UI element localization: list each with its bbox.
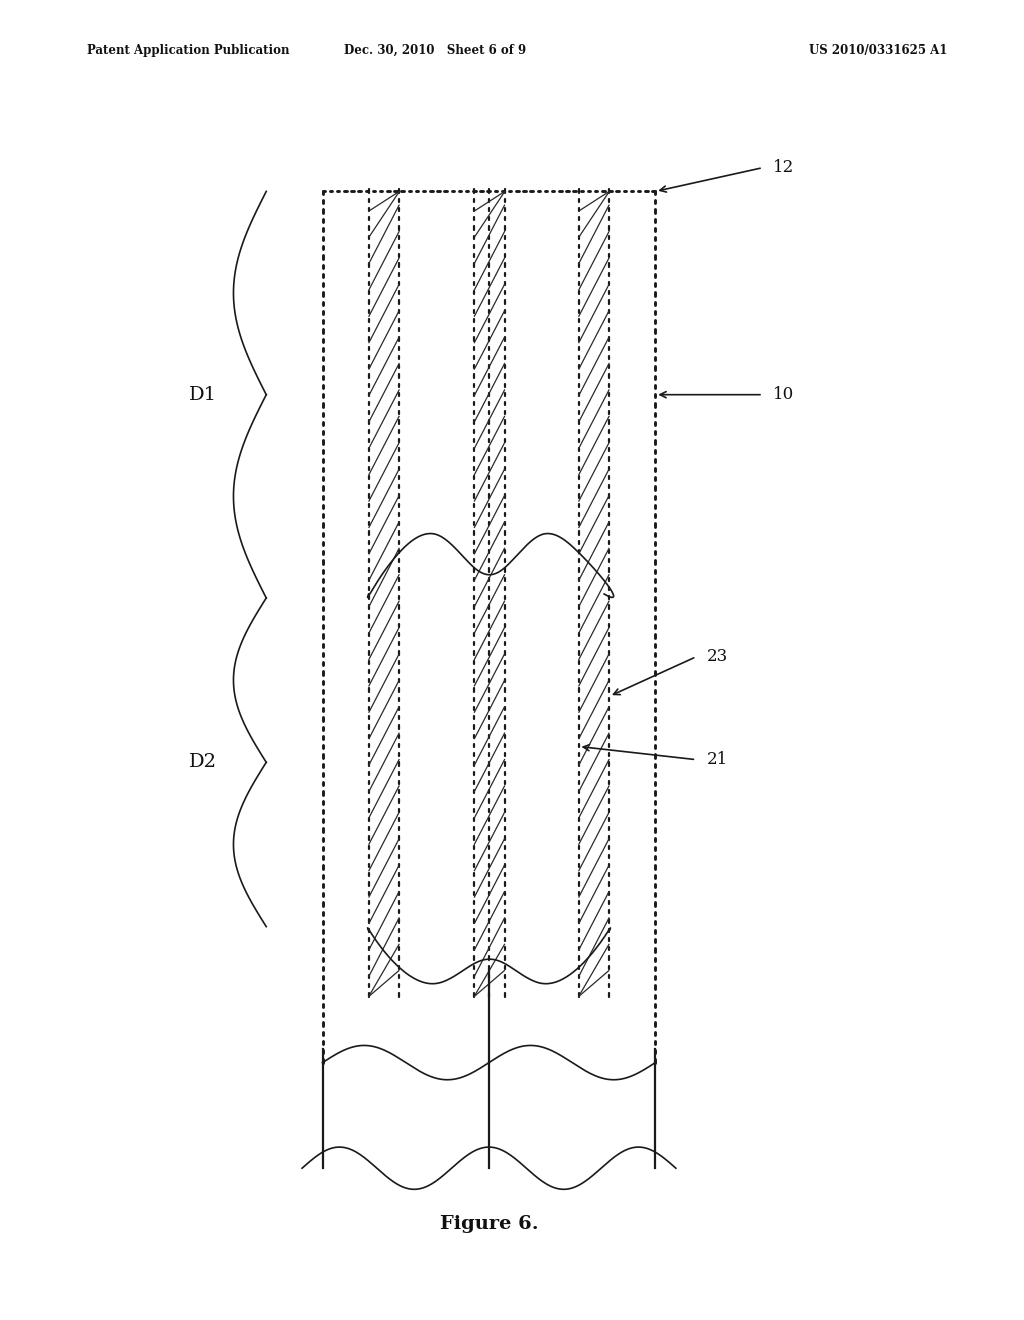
Text: Patent Application Publication: Patent Application Publication	[87, 44, 290, 57]
Text: Figure 6.: Figure 6.	[440, 1214, 539, 1233]
Text: 23: 23	[707, 648, 728, 665]
Text: D2: D2	[188, 754, 217, 771]
Text: D1: D1	[188, 385, 217, 404]
Text: Dec. 30, 2010   Sheet 6 of 9: Dec. 30, 2010 Sheet 6 of 9	[344, 44, 526, 57]
Text: 12: 12	[773, 160, 795, 176]
Text: US 2010/0331625 A1: US 2010/0331625 A1	[809, 44, 947, 57]
Text: 10: 10	[773, 387, 795, 403]
Text: 21: 21	[707, 751, 728, 768]
